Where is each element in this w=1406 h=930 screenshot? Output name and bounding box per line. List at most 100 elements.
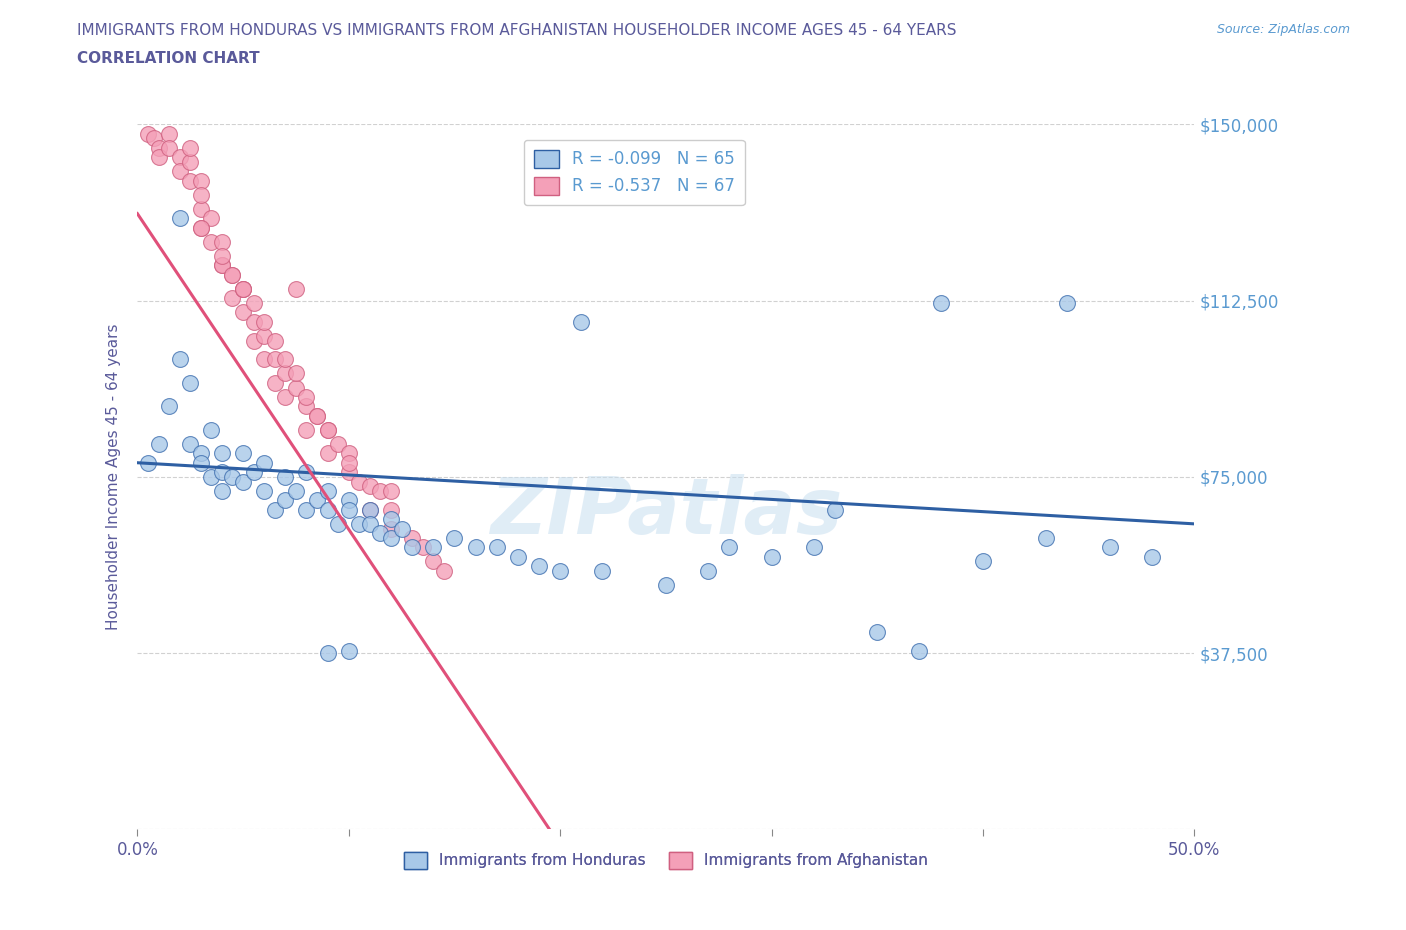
Text: Source: ZipAtlas.com: Source: ZipAtlas.com bbox=[1216, 23, 1350, 36]
Point bbox=[284, 380, 307, 395]
Point bbox=[157, 126, 180, 141]
Point bbox=[211, 234, 233, 249]
Point bbox=[190, 220, 212, 235]
Point bbox=[305, 408, 328, 423]
Point bbox=[169, 352, 191, 366]
Point bbox=[232, 282, 254, 297]
Point bbox=[253, 456, 276, 471]
Point bbox=[401, 530, 423, 545]
Point bbox=[190, 456, 212, 471]
Point bbox=[803, 540, 825, 555]
Point bbox=[337, 493, 360, 508]
Point bbox=[295, 502, 318, 517]
Point bbox=[253, 328, 276, 343]
Point bbox=[253, 314, 276, 329]
Point bbox=[506, 550, 529, 565]
Point bbox=[284, 484, 307, 498]
Point bbox=[359, 502, 381, 517]
Point bbox=[972, 554, 994, 569]
Point bbox=[401, 540, 423, 555]
Point bbox=[718, 540, 741, 555]
Point bbox=[211, 465, 233, 480]
Text: ZIPatlas: ZIPatlas bbox=[489, 474, 842, 551]
Point bbox=[464, 540, 486, 555]
Point bbox=[232, 282, 254, 297]
Point bbox=[263, 333, 285, 348]
Point bbox=[232, 282, 254, 297]
Point bbox=[295, 422, 318, 437]
Point bbox=[1098, 540, 1121, 555]
Point bbox=[232, 305, 254, 320]
Point bbox=[190, 445, 212, 460]
Point bbox=[412, 540, 434, 555]
Text: IMMIGRANTS FROM HONDURAS VS IMMIGRANTS FROM AFGHANISTAN HOUSEHOLDER INCOME AGES : IMMIGRANTS FROM HONDURAS VS IMMIGRANTS F… bbox=[77, 23, 957, 38]
Point bbox=[263, 376, 285, 391]
Point bbox=[824, 502, 846, 517]
Point bbox=[169, 164, 191, 179]
Text: CORRELATION CHART: CORRELATION CHART bbox=[77, 51, 260, 66]
Point bbox=[433, 564, 456, 578]
Point bbox=[316, 445, 339, 460]
Point bbox=[253, 484, 276, 498]
Point bbox=[422, 554, 444, 569]
Point bbox=[1056, 296, 1078, 311]
Point bbox=[359, 502, 381, 517]
Point bbox=[274, 352, 297, 366]
Point bbox=[337, 445, 360, 460]
Point bbox=[908, 644, 931, 658]
Point bbox=[148, 150, 170, 165]
Point bbox=[179, 140, 201, 155]
Point bbox=[284, 366, 307, 381]
Point bbox=[190, 202, 212, 217]
Point bbox=[328, 516, 350, 531]
Point bbox=[221, 267, 243, 282]
Point bbox=[200, 422, 222, 437]
Point bbox=[274, 390, 297, 405]
Point bbox=[242, 314, 264, 329]
Y-axis label: Householder Income Ages 45 - 64 years: Householder Income Ages 45 - 64 years bbox=[107, 324, 121, 631]
Point bbox=[284, 282, 307, 297]
Point bbox=[527, 559, 550, 574]
Point bbox=[316, 645, 339, 660]
Point bbox=[274, 493, 297, 508]
Point bbox=[232, 445, 254, 460]
Point bbox=[485, 540, 508, 555]
Point bbox=[157, 140, 180, 155]
Point bbox=[548, 564, 571, 578]
Point bbox=[295, 399, 318, 414]
Point bbox=[148, 436, 170, 451]
Point bbox=[169, 150, 191, 165]
Point bbox=[591, 564, 613, 578]
Point bbox=[337, 456, 360, 471]
Point bbox=[328, 436, 350, 451]
Point bbox=[380, 484, 402, 498]
Point bbox=[179, 154, 201, 169]
Point bbox=[866, 625, 889, 640]
Point bbox=[211, 258, 233, 272]
Point bbox=[337, 502, 360, 517]
Point bbox=[295, 390, 318, 405]
Point bbox=[370, 484, 392, 498]
Point bbox=[190, 173, 212, 188]
Point bbox=[263, 352, 285, 366]
Point bbox=[211, 258, 233, 272]
Point bbox=[380, 502, 402, 517]
Point bbox=[349, 516, 371, 531]
Point bbox=[169, 211, 191, 226]
Point bbox=[337, 644, 360, 658]
Point bbox=[200, 470, 222, 485]
Point bbox=[380, 530, 402, 545]
Point bbox=[242, 296, 264, 311]
Point bbox=[359, 516, 381, 531]
Point bbox=[263, 502, 285, 517]
Point bbox=[190, 187, 212, 202]
Point bbox=[316, 484, 339, 498]
Point bbox=[655, 578, 678, 592]
Point bbox=[221, 470, 243, 485]
Point bbox=[242, 333, 264, 348]
Point bbox=[274, 470, 297, 485]
Point bbox=[232, 474, 254, 489]
Point bbox=[305, 493, 328, 508]
Point bbox=[157, 399, 180, 414]
Point bbox=[221, 267, 243, 282]
